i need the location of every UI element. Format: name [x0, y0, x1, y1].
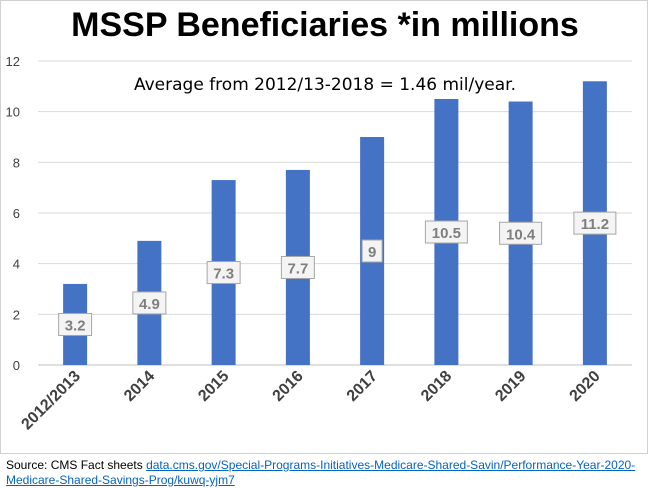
- data-label-text: 9: [368, 244, 376, 261]
- data-label-text: 10.4: [506, 226, 536, 243]
- x-tick-label: 2016: [270, 368, 307, 405]
- data-label-box: [206, 261, 241, 285]
- data-label-box: [499, 221, 543, 245]
- x-tick-label: 2012/2013: [18, 368, 84, 434]
- data-label-2016: 7.7: [280, 255, 315, 279]
- data-label-text: 11.2: [581, 216, 609, 233]
- data-label-box: [424, 220, 468, 244]
- data-label-text: 10.5: [432, 225, 461, 242]
- data-label-text: 7.3: [213, 266, 234, 283]
- data-label-2017: 9: [361, 239, 383, 263]
- data-label-2018: 10.5: [424, 220, 468, 244]
- y-tick-label: 12: [6, 54, 20, 69]
- y-tick-label: 8: [13, 155, 20, 170]
- data-label-2019: 10.4: [499, 221, 543, 245]
- y-tick-label: 6: [13, 206, 20, 221]
- x-tick-label: 2014: [121, 368, 158, 405]
- data-label-2012/2013: 3.2: [58, 312, 93, 336]
- source-prefix: Source: CMS Fact sheets: [6, 458, 147, 472]
- y-tick-label: 10: [6, 105, 20, 120]
- gridlines: [38, 60, 632, 366]
- x-tick-label: 2019: [492, 368, 529, 405]
- data-label-box: [361, 239, 383, 263]
- data-labels: 3.2 4.9 7.3 7.7 9 10.5 10.4 11.2: [58, 211, 617, 336]
- data-label-box: [132, 291, 167, 315]
- y-axis-ticks: 0 2 4 6 8 10 12: [6, 54, 20, 373]
- data-label-box: [280, 255, 315, 279]
- x-tick-label: 2018: [418, 368, 455, 405]
- y-tick-label: 2: [13, 307, 20, 322]
- data-label-2014: 4.9: [132, 291, 167, 315]
- data-label-box: [58, 312, 93, 336]
- data-label-text: 3.2: [65, 317, 86, 334]
- chart-frame: [0, 0, 648, 454]
- source-link[interactable]: data.cms.gov/Special-Programs-Initiative…: [6, 458, 636, 487]
- data-label-2015: 7.3: [206, 261, 241, 285]
- x-axis-ticks: 2012/2013 2014 2015 2016 2017 2018 2019 2020: [18, 368, 603, 434]
- y-tick-label: 0: [13, 358, 20, 373]
- x-tick-label: 2017: [344, 368, 381, 405]
- x-tick-label: 2020: [567, 368, 604, 405]
- chart-title: MSSP Beneficiaries *in millions: [71, 6, 579, 44]
- data-label-box: [573, 211, 617, 235]
- chart-annotation: Average from 2012/13-2018 = 1.46 mil/yea…: [133, 75, 516, 95]
- data-label-text: 7.7: [287, 260, 308, 277]
- y-tick-label: 4: [13, 257, 20, 272]
- x-tick-label: 2015: [195, 368, 232, 405]
- source-note: Source: CMS Fact sheets data.cms.gov/Spe…: [6, 458, 646, 488]
- data-label-text: 4.9: [139, 296, 160, 313]
- data-label-2020: 11.2: [573, 211, 617, 235]
